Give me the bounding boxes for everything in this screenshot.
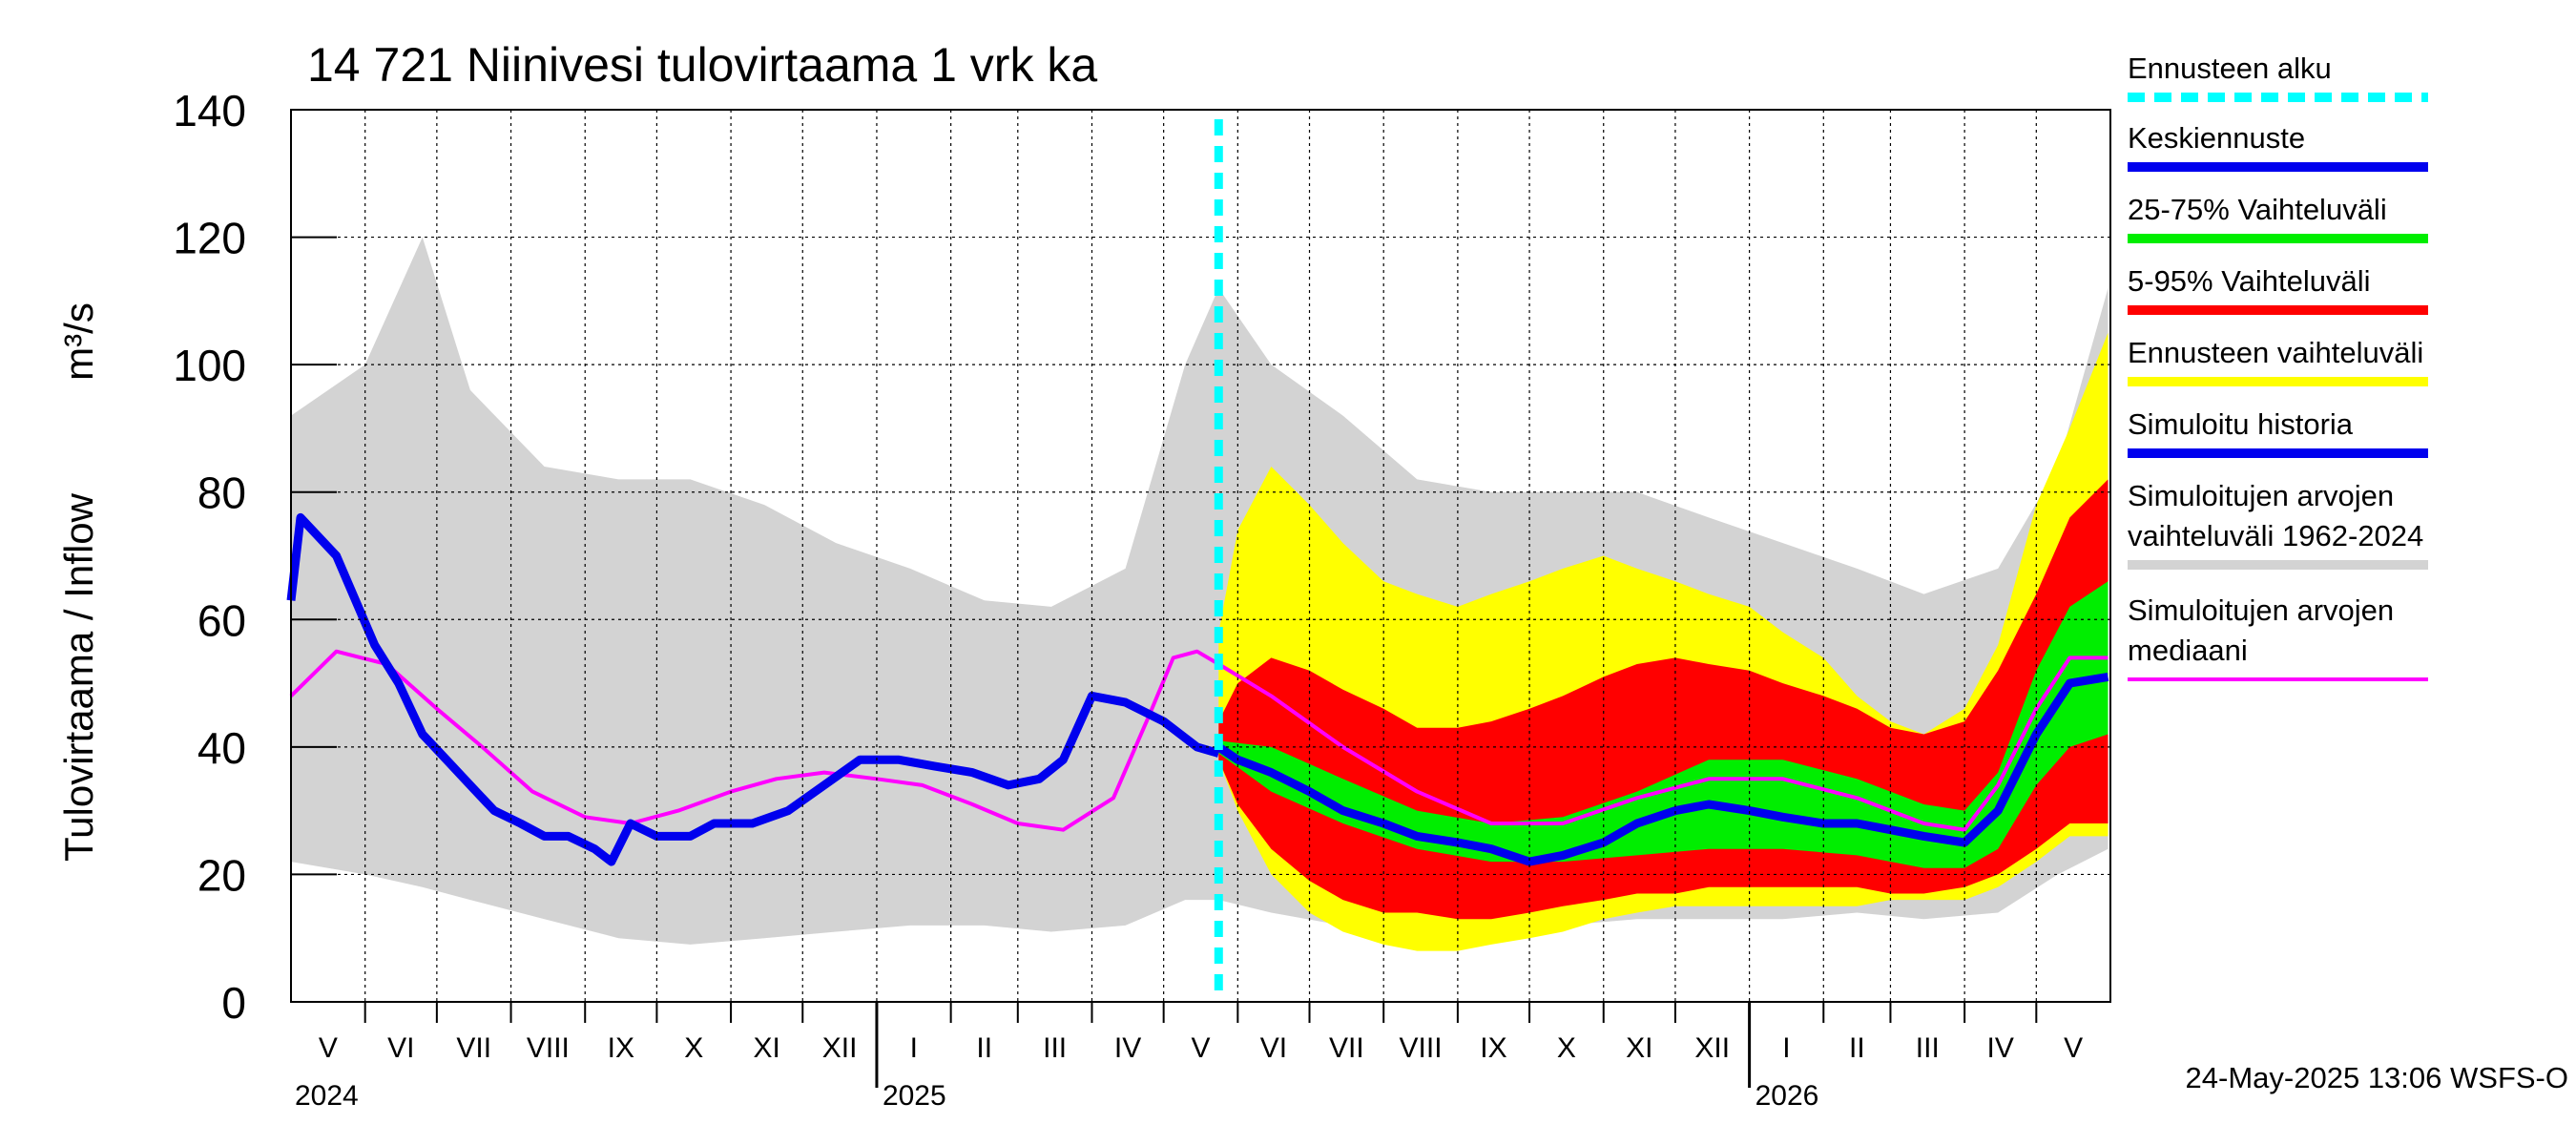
legend: Ennusteen alku Keskiennuste 25-75% Vaihtel… (2128, 52, 2428, 681)
legend-item-5: Simuloitu historia (2128, 407, 2428, 458)
year-label-2026: 2026 (1755, 1080, 1819, 1112)
month-label-23: IV (1987, 1032, 2014, 1064)
month-label-7: XII (822, 1032, 858, 1064)
month-label-12: V (1191, 1032, 1210, 1064)
month-label-9: II (976, 1032, 992, 1064)
month-label-16: IX (1480, 1032, 1506, 1064)
month-label-14: VII (1329, 1032, 1364, 1064)
plot-area (286, 237, 2109, 951)
y-tick-label-100: 100 (173, 341, 246, 390)
month-label-5: X (684, 1032, 703, 1064)
year-label-2025: 2025 (883, 1080, 946, 1112)
legend-item-0: Ennusteen alku (2128, 52, 2428, 102)
month-label-21: II (1849, 1032, 1865, 1064)
legend-label-4: Ennusteen vaihteluväli (2128, 336, 2423, 369)
month-label-19: XII (1694, 1032, 1730, 1064)
legend-label-1: Keskiennuste (2128, 121, 2305, 155)
legend-item-4: Ennusteen vaihteluväli (2128, 336, 2428, 386)
legend-label-0: Ennusteen alku (2128, 52, 2332, 85)
y-tick-label-20: 20 (197, 850, 246, 900)
series-25-75-vaihteluv-li-band (1218, 581, 2109, 868)
chart-title: 14 721 Niinivesi tulovirtaama 1 vrk ka (307, 38, 1097, 92)
series-simuloitu-historia-line (286, 512, 1220, 866)
month-label-3: VIII (527, 1032, 570, 1064)
legend-label-7-1: mediaani (2128, 634, 2248, 667)
month-label-8: I (910, 1032, 918, 1064)
legend-item-6: Simuloitujen arvojen vaihteluväli 1962-20… (2128, 479, 2428, 570)
legend-label-3: 5-95% Vaihteluväli (2128, 264, 2370, 298)
series-keskiennuste-line (1215, 672, 2109, 866)
month-label-24: V (2064, 1032, 2083, 1064)
legend-item-2: 25-75% Vaihteluväli (2128, 193, 2428, 243)
y-tick-label-80: 80 (197, 468, 246, 518)
year-label-2024: 2024 (295, 1080, 359, 1112)
legend-item-7: Simuloitujen arvojen mediaani (2128, 593, 2428, 681)
y-tick-label-0: 0 (221, 978, 246, 1028)
month-label-15: VIII (1400, 1032, 1443, 1064)
legend-label-6-1: vaihteluväli 1962-2024 (2128, 519, 2423, 552)
legend-label-5: Simuloitu historia (2128, 407, 2354, 441)
month-label-6: XI (753, 1032, 779, 1064)
month-label-18: XI (1626, 1032, 1652, 1064)
legend-item-1: Keskiennuste (2128, 121, 2428, 172)
y-tick-label-140: 140 (173, 86, 246, 135)
month-label-22: III (1916, 1032, 1940, 1064)
month-label-11: IV (1114, 1032, 1141, 1064)
legend-label-2: 25-75% Vaihteluväli (2128, 193, 2387, 226)
month-label-2: VII (456, 1032, 491, 1064)
legend-label-7: Simuloitujen arvojen (2128, 593, 2394, 627)
month-label-20: I (1782, 1032, 1790, 1064)
legend-label-6: Simuloitujen arvojen (2128, 479, 2394, 512)
month-label-1: VI (387, 1032, 414, 1064)
plot-frame (290, 109, 2111, 1003)
footer-timestamp: 24-May-2025 13:06 WSFS-O (2186, 1061, 2568, 1094)
month-label-0: V (319, 1032, 338, 1064)
y-axis-label-group: Tulovirtaama / Inflow m³/s (56, 302, 101, 862)
month-label-17: X (1557, 1032, 1576, 1064)
y-tick-label-60: 60 (197, 595, 246, 645)
month-label-13: VI (1260, 1032, 1287, 1064)
y-axis-unit: m³/s (56, 302, 101, 381)
y-tick-label-40: 40 (197, 723, 246, 773)
y-tick-label-120: 120 (173, 214, 246, 263)
y-axis-label: Tulovirtaama / Inflow (56, 492, 101, 862)
month-label-4: IX (608, 1032, 634, 1064)
month-label-10: III (1043, 1032, 1067, 1064)
legend-item-3: 5-95% Vaihteluväli (2128, 264, 2428, 315)
